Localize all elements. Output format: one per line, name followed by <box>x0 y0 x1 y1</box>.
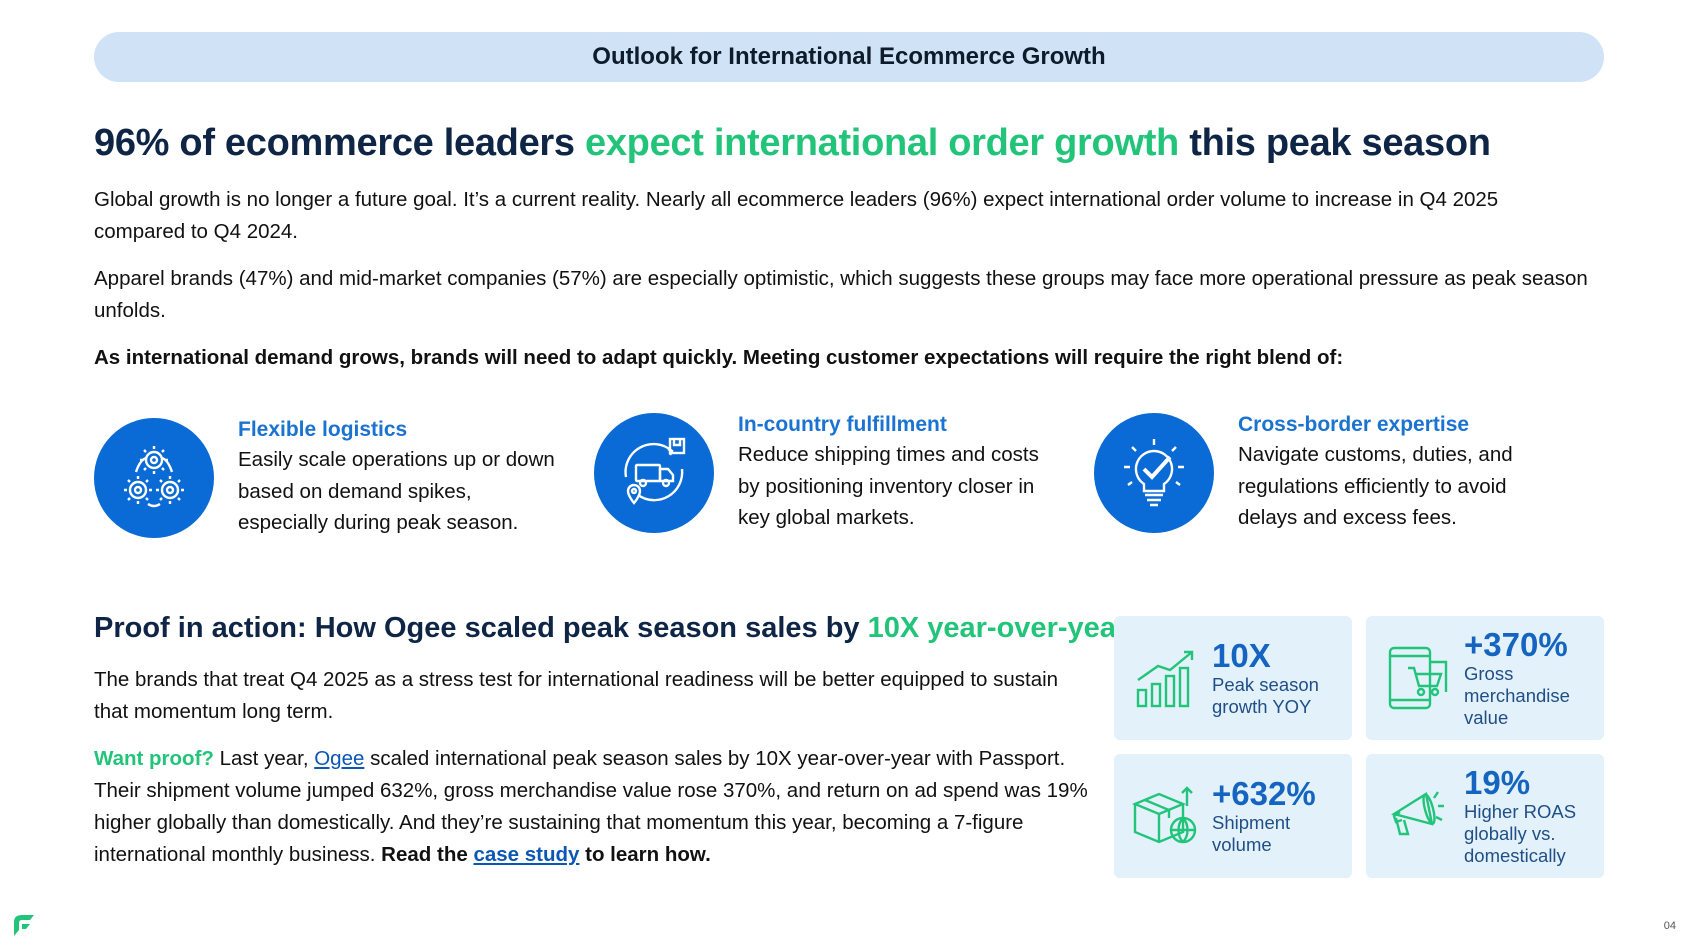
headline-highlight: expect international order growth <box>585 122 1179 164</box>
proof-section-title: Proof in action: How Ogee scaled peak se… <box>94 612 1127 645</box>
header-banner: Outlook for International Ecommerce Grow… <box>94 32 1604 82</box>
stat-value: +370% <box>1464 626 1568 663</box>
feature-icon-circle <box>594 413 714 534</box>
stat-label: Peak season growth YOY <box>1212 674 1319 717</box>
headline-part2: this peak season <box>1178 122 1491 164</box>
proof-text-b: scaled international peak season sales b… <box>94 747 1088 866</box>
feature-title: In-country fulfillment <box>738 413 947 436</box>
to-learn-text: to learn how. <box>579 843 711 866</box>
stat-label: Shipment volume <box>1212 812 1291 855</box>
intro-paragraph-2: Apparel brands (47%) and mid-market comp… <box>94 267 1588 322</box>
intro-paragraph-1: Global growth is no longer a future goal… <box>94 188 1499 243</box>
page-number: 04 <box>1663 920 1676 932</box>
feature-icon-circle <box>94 418 214 539</box>
stat-value: 19% <box>1464 764 1531 801</box>
feature-cross-border-expertise: Cross-border expertise Navigate customs,… <box>1094 413 1558 534</box>
case-study-link[interactable]: case study <box>473 843 580 866</box>
growth-chart-icon <box>1136 650 1194 708</box>
stat-card-growth: 10X Peak season growth YOY <box>1114 616 1352 740</box>
page-headline: 96% of ecommerce leaders expect internat… <box>94 122 1491 165</box>
ogee-link[interactable]: Ogee <box>314 747 365 770</box>
brand-logo-icon <box>10 912 36 943</box>
stat-card-gmv: +370% Gross merchandise value <box>1366 616 1604 740</box>
proof-paragraph-2: Want proof? Last year, Ogee scaled inter… <box>94 743 1094 871</box>
gears-icon <box>124 446 184 508</box>
proof-title-highlight: 10X year-over-year <box>867 612 1128 644</box>
proof-title-part1: Proof in action: How Ogee scaled peak se… <box>94 612 868 644</box>
megaphone-icon <box>1391 791 1444 836</box>
package-globe-icon <box>1131 786 1197 844</box>
mobile-cart-icon <box>1388 646 1448 710</box>
intro-paragraph-3: As international demand grows, brands wi… <box>94 346 1344 369</box>
proof-paragraph-1: The brands that treat Q4 2025 as a stres… <box>94 668 1059 723</box>
stat-label: Gross merchandise value <box>1464 663 1570 728</box>
stat-label: Higher ROAS globally vs. domestically <box>1464 801 1577 866</box>
feature-icon-circle <box>1094 413 1214 534</box>
header-title: Outlook for International Ecommerce Grow… <box>592 43 1106 70</box>
feature-title: Flexible logistics <box>238 418 408 441</box>
stat-card-shipment: +632% Shipment volume <box>1114 754 1352 878</box>
proof-text-a: Last year, <box>213 747 315 770</box>
feature-description: Easily scale operations up or down based… <box>238 448 555 534</box>
headline-part1: 96% of ecommerce leaders <box>94 122 585 164</box>
lightbulb-check-icon <box>1124 439 1184 507</box>
stat-value: +632% <box>1212 775 1316 812</box>
stat-card-roas: 19% Higher ROAS globally vs. domesticall… <box>1366 754 1604 878</box>
delivery-truck-icon <box>624 438 686 506</box>
feature-description: Navigate customs, duties, and regulation… <box>1238 443 1513 529</box>
feature-title: Cross-border expertise <box>1238 413 1470 436</box>
stat-value: 10X <box>1212 637 1271 674</box>
want-proof-label: Want proof? <box>94 747 214 770</box>
feature-description: Reduce shipping times and costs by posit… <box>738 443 1039 529</box>
feature-in-country-fulfillment: In-country fulfillment Reduce shipping t… <box>594 413 1058 534</box>
feature-flexible-logistics: Flexible logistics Easily scale operatio… <box>94 418 558 539</box>
read-the-text: Read the <box>381 843 474 866</box>
